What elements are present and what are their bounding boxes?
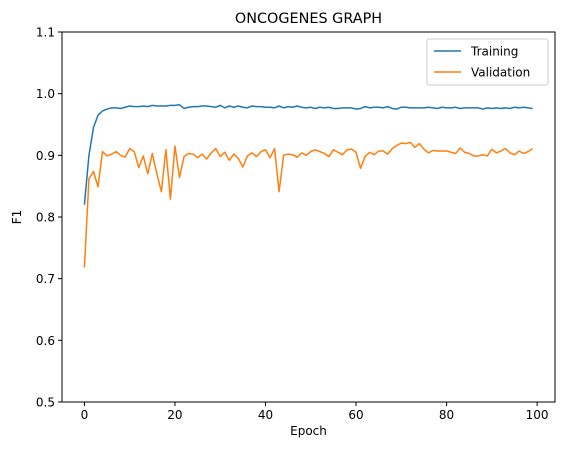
y-tick-label: 0.8 <box>36 211 55 225</box>
x-axis-label: Epoch <box>290 424 327 438</box>
plot-area <box>83 104 534 268</box>
legend: Training Validation <box>426 38 549 86</box>
legend-label-training: Training <box>470 45 518 59</box>
x-tick-label: 20 <box>167 408 182 422</box>
x-tick-label: 0 <box>81 408 89 422</box>
y-tick-label: 1.1 <box>36 26 55 40</box>
y-axis-label: F1 <box>10 210 24 225</box>
x-tick-label: 80 <box>439 408 454 422</box>
y-tick-label: 0.7 <box>36 272 55 286</box>
series-line-validation <box>83 141 534 268</box>
y-tick-label: 0.5 <box>36 396 55 410</box>
x-axis: 0 20 40 60 80 100 <box>81 402 549 422</box>
x-tick-label: 100 <box>526 408 549 422</box>
chart-title: ONCOGENES GRAPH <box>235 11 382 27</box>
y-tick-label: 0.9 <box>36 149 55 163</box>
legend-label-validation: Validation <box>471 66 530 80</box>
series-line-training <box>83 104 533 205</box>
y-axis: 0.5 0.6 0.7 0.8 0.9 1.0 1.1 <box>36 26 62 410</box>
x-tick-label: 60 <box>348 408 363 422</box>
y-tick-label: 1.0 <box>36 87 55 101</box>
y-tick-label: 0.6 <box>36 334 55 348</box>
x-tick-label: 40 <box>258 408 273 422</box>
